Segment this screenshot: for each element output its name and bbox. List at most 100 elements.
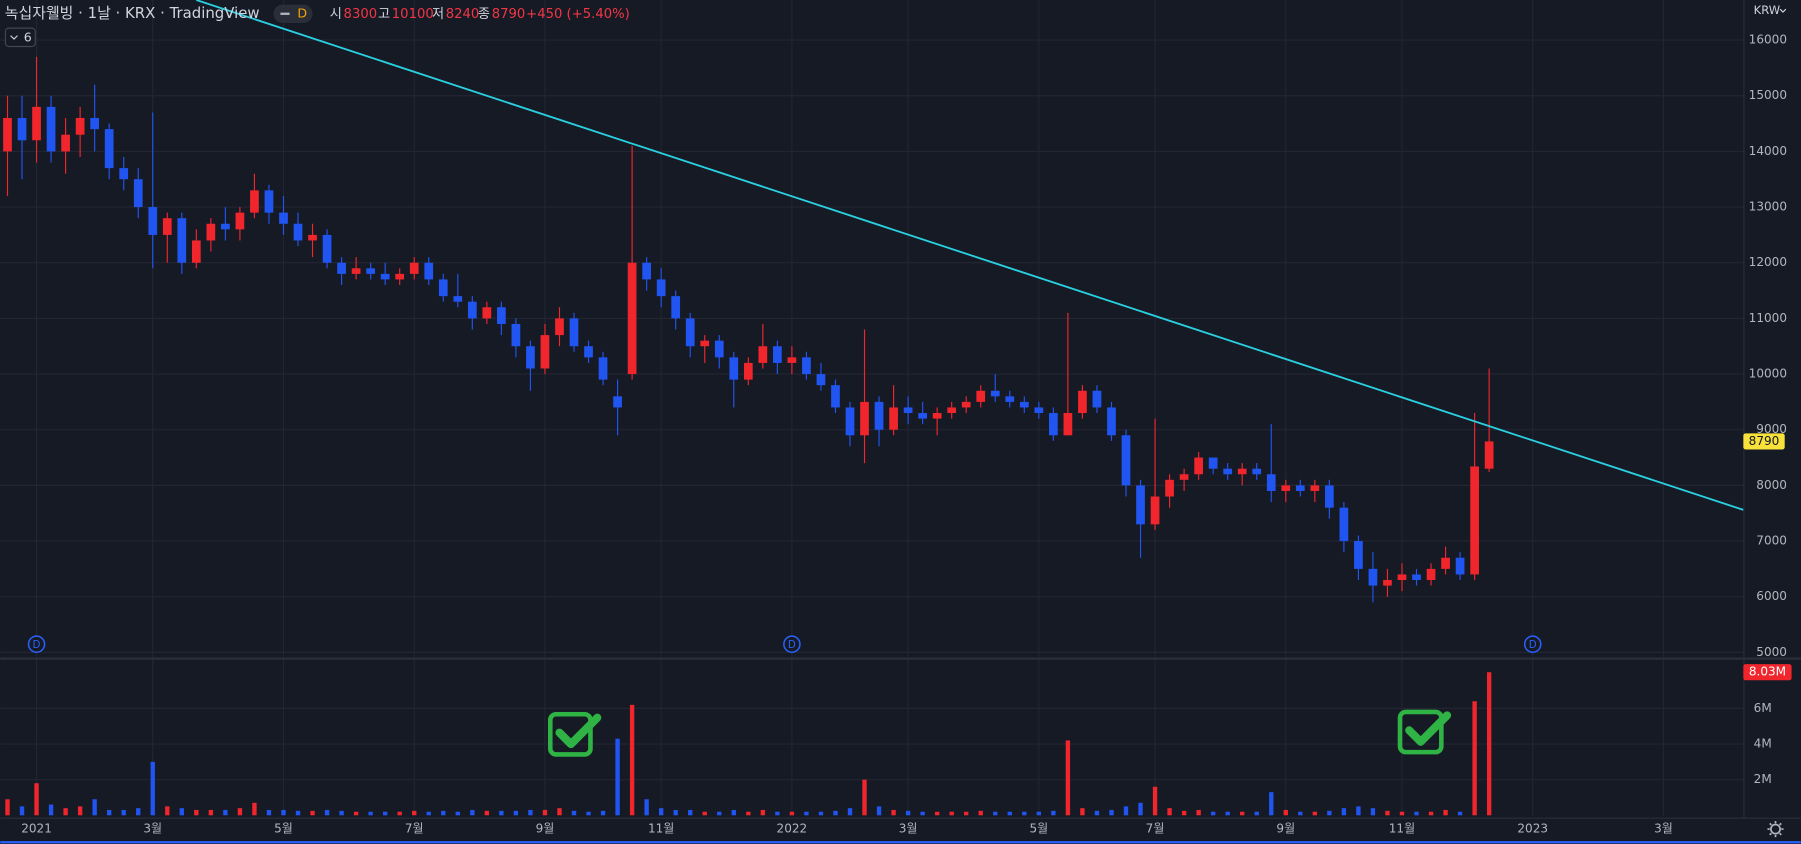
candle-body xyxy=(845,407,855,436)
volume-bar xyxy=(513,810,519,816)
volume-bar xyxy=(412,810,417,816)
last-volume-tag xyxy=(1743,664,1792,681)
candle-body xyxy=(743,362,753,380)
collapse-button[interactable] xyxy=(4,27,36,48)
volume-bar xyxy=(1210,811,1216,816)
candle-body xyxy=(497,307,506,324)
candle-body xyxy=(584,346,593,358)
candle-body xyxy=(569,318,579,347)
candle-body xyxy=(613,396,622,408)
volume-bar xyxy=(1181,810,1187,816)
volume-bar xyxy=(1196,809,1201,816)
candle-body xyxy=(758,346,768,363)
volume-bar xyxy=(571,810,577,816)
x-tick-label: 11월 xyxy=(648,822,674,836)
chevron xyxy=(1779,8,1787,13)
volume-bar xyxy=(1240,811,1245,816)
volume-tick-label: 6M xyxy=(1754,701,1772,715)
volume-bar xyxy=(717,811,722,816)
y-tick-label: 11000 xyxy=(1749,311,1787,325)
volume-bar xyxy=(223,809,228,816)
candle-body xyxy=(104,129,114,169)
volume-bar xyxy=(499,810,504,816)
volume-bar xyxy=(775,811,780,816)
candle-body xyxy=(61,134,70,152)
x-tick-label: 5월 xyxy=(274,822,293,836)
candle-body xyxy=(337,262,346,274)
volume-bar xyxy=(368,811,373,816)
x-tick-label: 3월 xyxy=(143,822,162,836)
interval: D xyxy=(297,5,307,20)
volume-tick-label: 2M xyxy=(1754,772,1772,786)
candle-body xyxy=(1470,466,1479,575)
volume-bar xyxy=(281,809,286,816)
candle-body xyxy=(482,307,492,319)
candle-body xyxy=(148,207,158,235)
x-tick-label: 2021 xyxy=(21,822,52,836)
last-price-tag xyxy=(1743,433,1785,450)
candle-body xyxy=(729,357,739,380)
chevron xyxy=(10,35,18,40)
y-tick-label: 5000 xyxy=(1756,645,1787,659)
last-price: 8790 xyxy=(1749,434,1780,448)
candle-body xyxy=(1092,390,1102,408)
currency[interactable]: KRW xyxy=(1754,3,1780,17)
candle-body xyxy=(46,106,56,152)
x-tick-label: 5월 xyxy=(1029,822,1048,836)
candle-body xyxy=(424,262,434,280)
volume-bar xyxy=(1457,811,1463,816)
volume-bar xyxy=(1486,672,1492,816)
candle-body xyxy=(903,407,913,414)
candle-body xyxy=(773,346,782,363)
volume-bar xyxy=(949,811,954,816)
x-tick-label: 11월 xyxy=(1389,822,1415,836)
y-tick-label: 12000 xyxy=(1749,255,1787,269)
candle-body xyxy=(1078,390,1087,414)
volume-bar xyxy=(1298,811,1303,816)
candle-body xyxy=(1005,396,1015,402)
x-tick-label: 9월 xyxy=(1276,822,1295,836)
volume-bar xyxy=(455,811,460,816)
y-tick-label: 6000 xyxy=(1756,589,1787,603)
ohlc-value: 8790 xyxy=(492,7,526,22)
candle-body xyxy=(293,223,303,241)
volume-bar xyxy=(194,809,199,816)
candle-body xyxy=(1019,401,1029,408)
volume-bar xyxy=(426,811,431,816)
y-tick-label: 16000 xyxy=(1749,33,1787,47)
volume-bar xyxy=(1269,792,1274,816)
volume-bar xyxy=(1080,808,1085,816)
volume-bar xyxy=(1138,802,1143,816)
volume-bar xyxy=(397,811,402,816)
volume-bar xyxy=(1414,811,1419,816)
candle-body xyxy=(322,234,332,263)
candle-body xyxy=(1412,574,1421,581)
candle-body xyxy=(1397,574,1407,581)
y-tick-label: 13000 xyxy=(1749,200,1787,214)
volume-bar xyxy=(629,704,635,816)
volume-bar xyxy=(760,809,766,816)
candle-body xyxy=(1107,407,1116,436)
volume-bar xyxy=(106,809,112,816)
candle-body xyxy=(1150,496,1160,525)
y-tick-label: 9000 xyxy=(1756,422,1787,436)
ohlc-value: 8240 xyxy=(446,7,480,22)
y-tick-label: 8000 xyxy=(1756,478,1787,492)
candle-body xyxy=(787,357,797,363)
candle-body xyxy=(133,179,143,208)
volume-bar xyxy=(5,799,10,816)
volume-bar xyxy=(121,809,126,816)
candle-body xyxy=(250,190,259,213)
volume-bar xyxy=(1399,811,1405,816)
ohlc-label: 저 xyxy=(432,6,444,22)
interval-badge[interactable] xyxy=(273,4,313,23)
candle-body xyxy=(1136,485,1145,525)
settings-icon[interactable] xyxy=(1767,821,1784,838)
volume-bar xyxy=(978,810,983,816)
volume-bar xyxy=(586,811,591,816)
candle-body xyxy=(1339,507,1349,542)
candle-body xyxy=(1237,468,1247,475)
ohlc-label: 종 xyxy=(478,7,490,22)
candle-body xyxy=(467,301,477,319)
